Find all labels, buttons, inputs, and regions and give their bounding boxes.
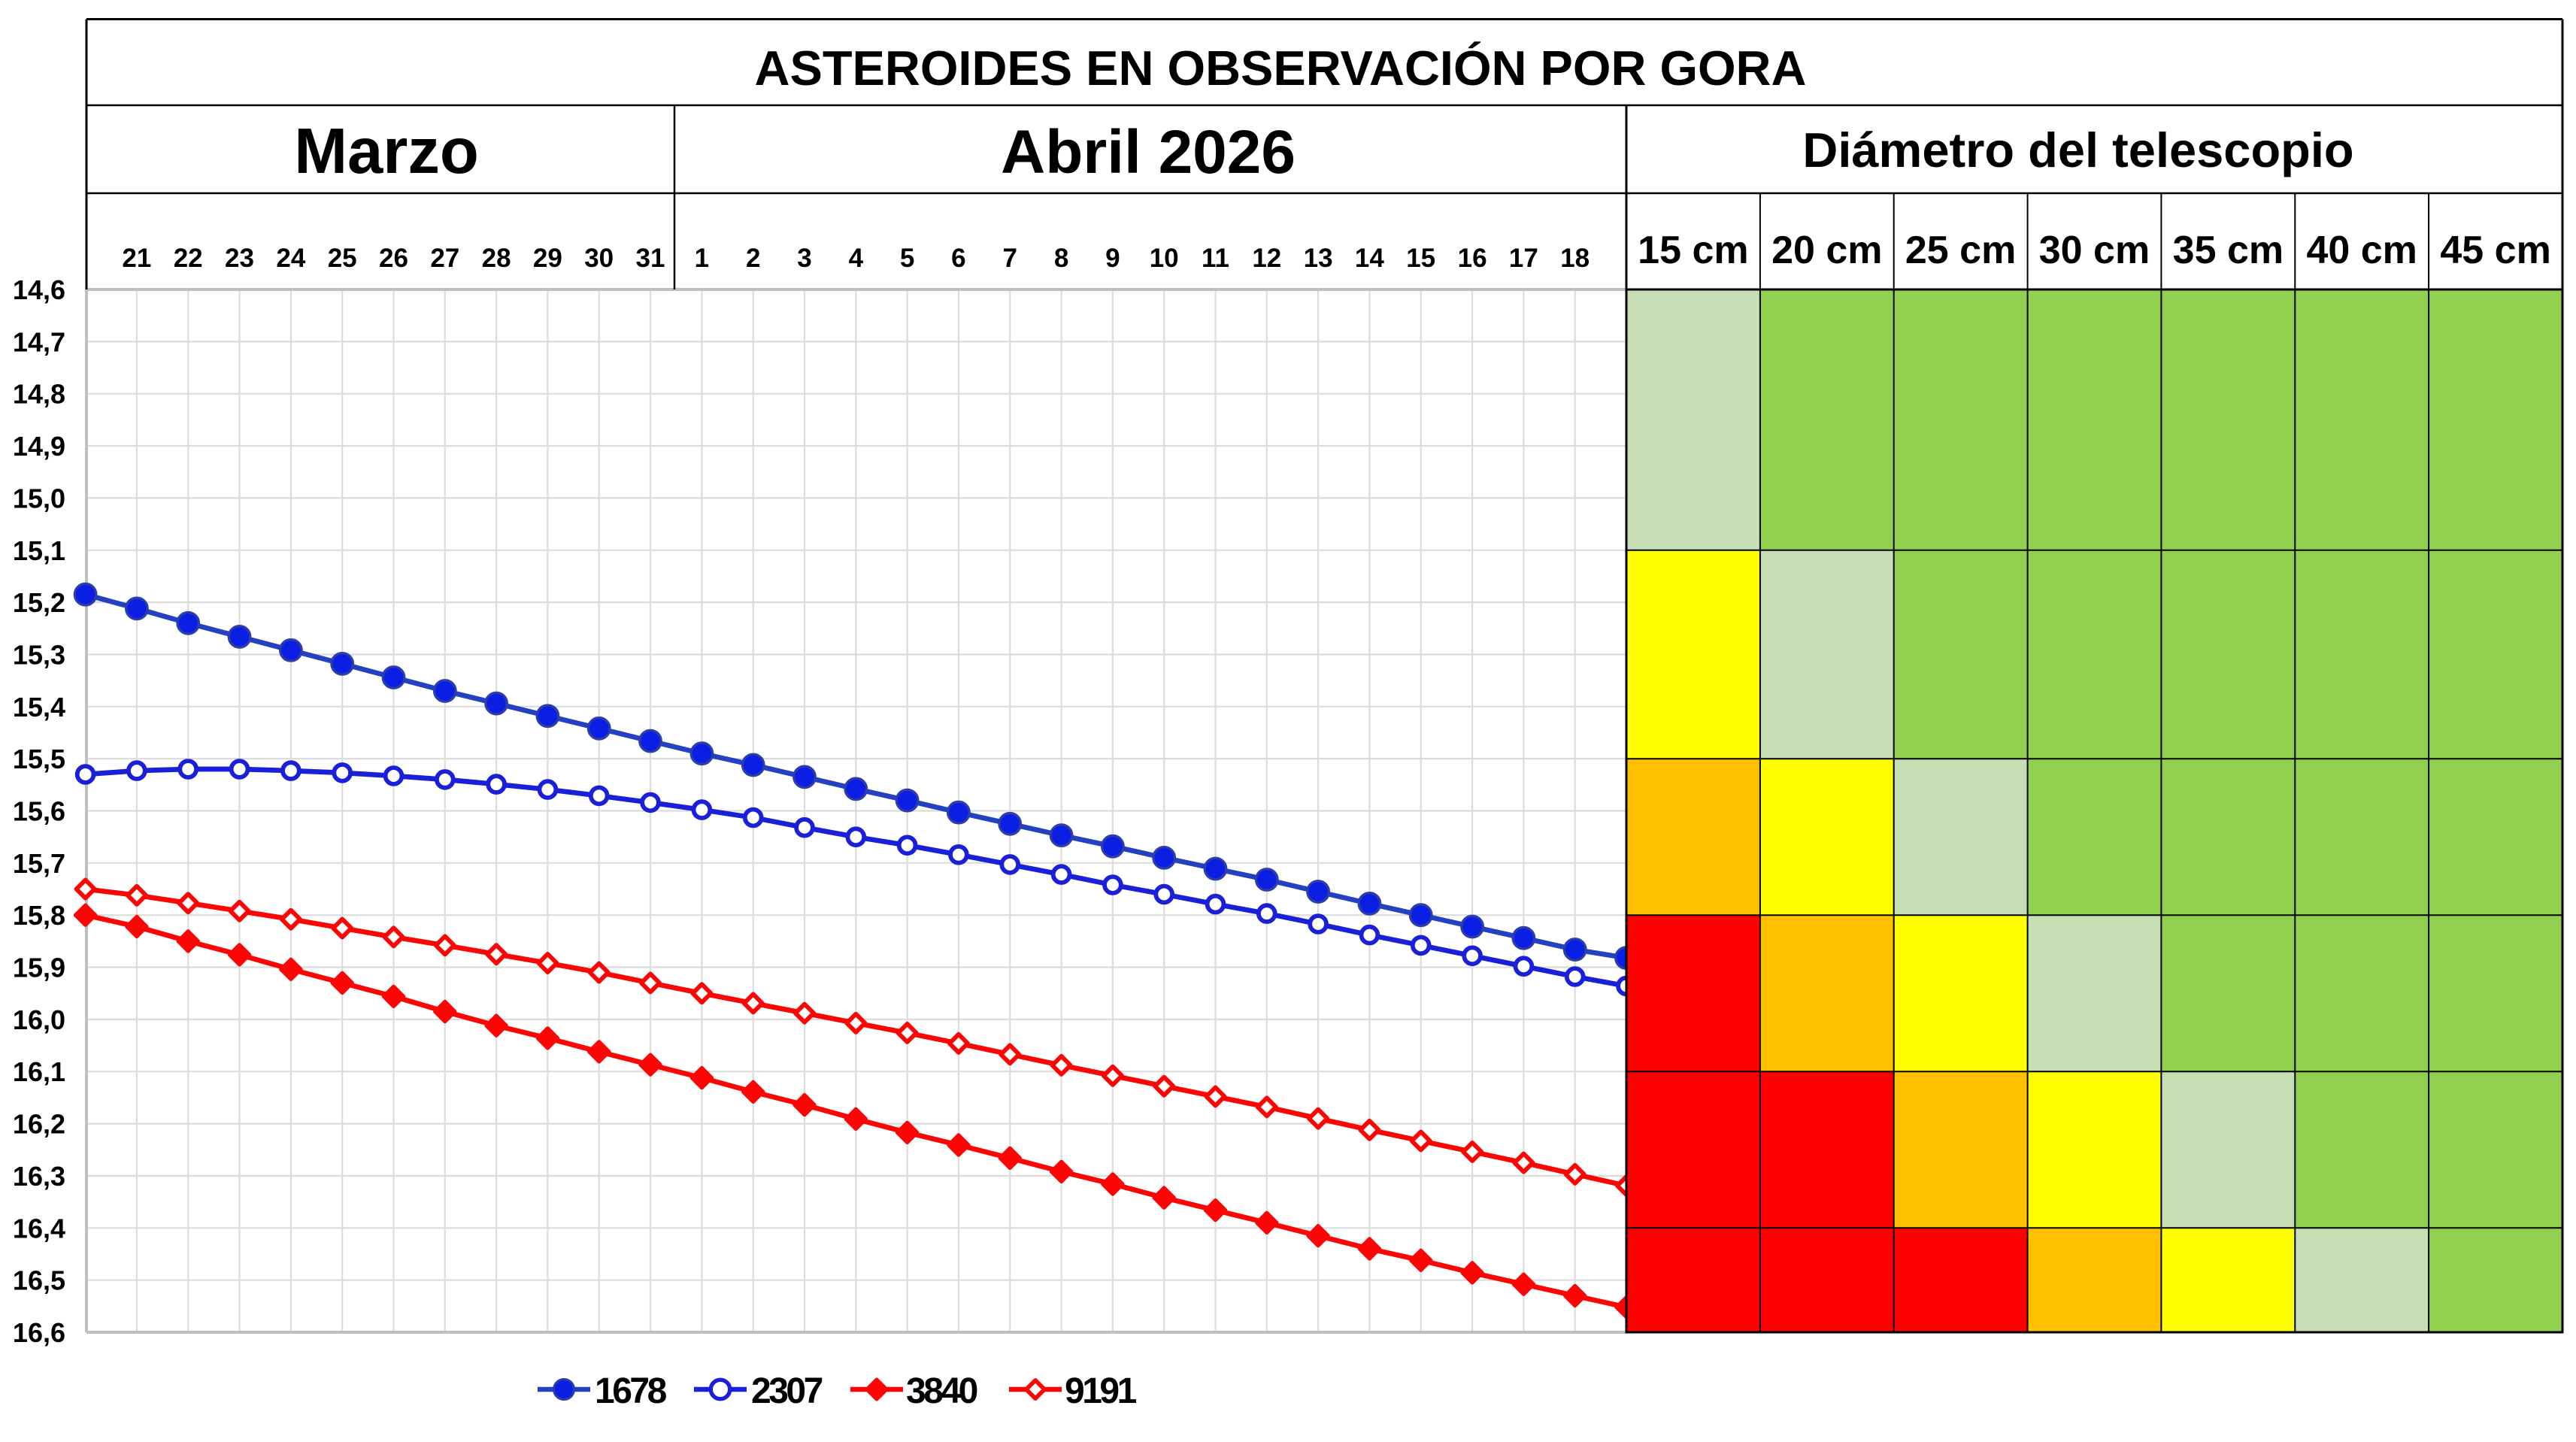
svg-text:24: 24 <box>276 244 305 273</box>
svg-text:16,3: 16,3 <box>13 1161 65 1192</box>
svg-text:ASTEROIDES EN OBSERVACIÓN POR: ASTEROIDES EN OBSERVACIÓN POR GORA <box>755 41 1807 95</box>
svg-text:2: 2 <box>746 244 760 273</box>
svg-text:29: 29 <box>533 244 562 273</box>
svg-text:14,7: 14,7 <box>13 326 65 357</box>
svg-text:15,5: 15,5 <box>13 744 65 774</box>
svg-text:3: 3 <box>797 244 811 273</box>
svg-text:1: 1 <box>695 244 709 273</box>
svg-text:25 cm: 25 cm <box>1905 229 2016 272</box>
svg-text:22: 22 <box>174 244 203 273</box>
svg-text:8: 8 <box>1054 244 1068 273</box>
svg-text:15: 15 <box>1406 244 1435 273</box>
svg-text:3840: 3840 <box>906 1371 977 1411</box>
svg-text:9: 9 <box>1105 244 1120 273</box>
svg-text:15,0: 15,0 <box>13 483 65 513</box>
svg-text:15,7: 15,7 <box>13 848 65 879</box>
svg-text:40 cm: 40 cm <box>2306 229 2417 272</box>
svg-text:Marzo: Marzo <box>294 116 479 187</box>
svg-text:14,9: 14,9 <box>13 431 65 462</box>
svg-text:31: 31 <box>636 244 665 273</box>
svg-text:Diámetro del telescopio: Diámetro del telescopio <box>1802 123 2353 177</box>
svg-text:17: 17 <box>1509 244 1538 273</box>
svg-text:5: 5 <box>900 244 914 273</box>
svg-text:35 cm: 35 cm <box>2173 229 2284 272</box>
svg-text:6: 6 <box>951 244 965 273</box>
svg-text:30: 30 <box>584 244 614 273</box>
svg-text:15 cm: 15 cm <box>1638 229 1748 272</box>
svg-text:14,8: 14,8 <box>13 379 65 410</box>
svg-text:12: 12 <box>1252 244 1281 273</box>
svg-text:16,1: 16,1 <box>13 1056 65 1087</box>
svg-text:16,5: 16,5 <box>13 1265 65 1296</box>
svg-text:13: 13 <box>1304 244 1333 273</box>
svg-text:18: 18 <box>1560 244 1590 273</box>
svg-text:28: 28 <box>482 244 511 273</box>
svg-text:30 cm: 30 cm <box>2039 229 2150 272</box>
svg-text:1678: 1678 <box>595 1371 667 1411</box>
svg-text:16,2: 16,2 <box>13 1109 65 1140</box>
svg-text:14,6: 14,6 <box>13 274 65 305</box>
svg-text:9191: 9191 <box>1065 1371 1137 1411</box>
svg-text:16,4: 16,4 <box>13 1213 65 1244</box>
svg-text:15,3: 15,3 <box>13 640 65 671</box>
svg-text:45 cm: 45 cm <box>2440 229 2550 272</box>
svg-text:20 cm: 20 cm <box>1771 229 1882 272</box>
svg-text:16,6: 16,6 <box>13 1317 65 1348</box>
svg-text:4: 4 <box>849 244 864 273</box>
svg-text:Abril 2026: Abril 2026 <box>1001 118 1296 186</box>
svg-text:23: 23 <box>225 244 254 273</box>
svg-text:16: 16 <box>1458 244 1487 273</box>
svg-text:2307: 2307 <box>751 1371 823 1411</box>
svg-text:10: 10 <box>1150 244 1179 273</box>
svg-text:15,4: 15,4 <box>13 692 65 723</box>
svg-text:27: 27 <box>430 244 459 273</box>
svg-text:15,6: 15,6 <box>13 796 65 827</box>
svg-text:15,1: 15,1 <box>13 535 65 566</box>
svg-text:25: 25 <box>328 244 357 273</box>
svg-text:11: 11 <box>1202 244 1229 273</box>
svg-text:14: 14 <box>1355 244 1384 273</box>
svg-text:26: 26 <box>379 244 408 273</box>
svg-text:15,2: 15,2 <box>13 587 65 618</box>
svg-text:7: 7 <box>1002 244 1017 273</box>
svg-text:15,9: 15,9 <box>13 953 65 983</box>
svg-text:15,8: 15,8 <box>13 900 65 931</box>
svg-text:21: 21 <box>122 244 151 273</box>
svg-text:16,0: 16,0 <box>13 1004 65 1035</box>
